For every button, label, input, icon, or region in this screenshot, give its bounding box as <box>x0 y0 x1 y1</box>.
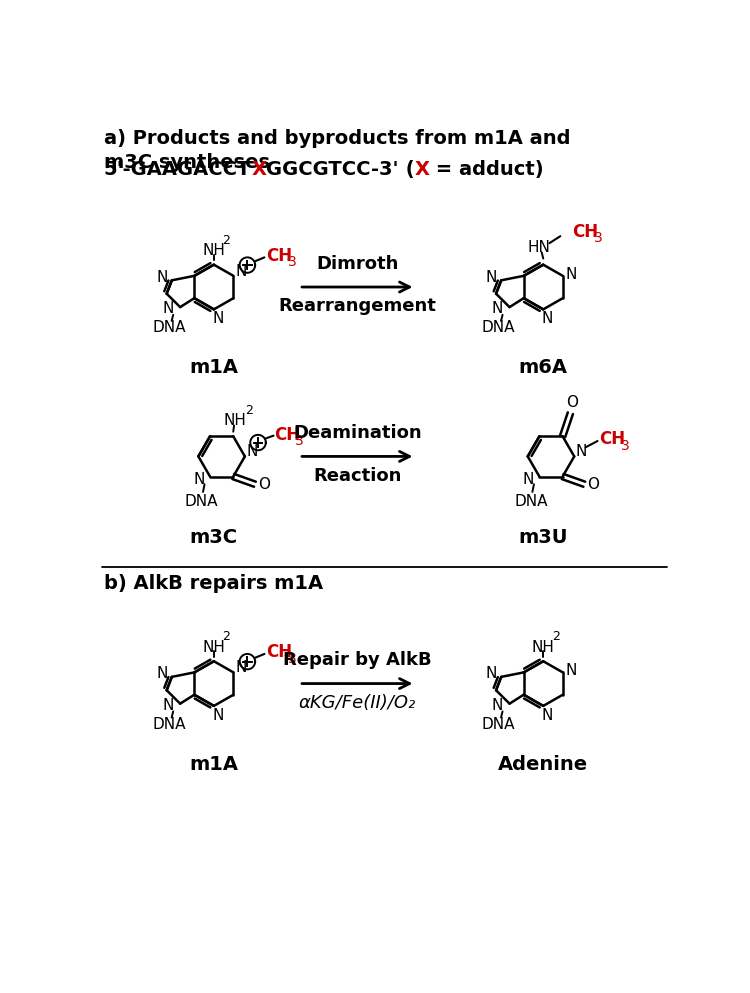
Text: CH: CH <box>266 247 292 265</box>
Text: NH: NH <box>224 413 246 428</box>
Text: O: O <box>258 477 270 492</box>
Text: N: N <box>163 698 174 713</box>
Text: DNA: DNA <box>514 495 548 509</box>
Text: N: N <box>485 666 496 681</box>
Text: a) Products and byproducts from m1A and
m3C syntheses: a) Products and byproducts from m1A and … <box>104 129 570 172</box>
Text: NH: NH <box>202 243 225 258</box>
Text: N: N <box>194 472 205 488</box>
Text: DNA: DNA <box>184 495 218 509</box>
Text: GGCGTCC-3': GGCGTCC-3' <box>266 161 399 180</box>
Text: NH: NH <box>532 639 555 654</box>
Text: CH: CH <box>274 426 301 444</box>
Text: DNA: DNA <box>152 717 186 732</box>
Text: CH: CH <box>266 643 292 661</box>
Text: 3: 3 <box>296 434 304 448</box>
Text: N: N <box>492 698 503 713</box>
Text: 2: 2 <box>222 233 230 246</box>
Text: O: O <box>588 477 600 492</box>
Text: 2: 2 <box>552 631 560 643</box>
Text: Repair by AlkB: Repair by AlkB <box>283 651 431 669</box>
Text: N: N <box>492 301 503 316</box>
Text: N: N <box>212 311 223 326</box>
Text: Reaction: Reaction <box>313 467 401 485</box>
Text: Adenine: Adenine <box>498 755 588 774</box>
Text: N: N <box>566 267 577 282</box>
Text: N: N <box>156 270 167 285</box>
Text: m1A: m1A <box>189 358 238 377</box>
Text: m1A: m1A <box>189 755 238 774</box>
Text: m3U: m3U <box>518 527 568 547</box>
Text: N: N <box>212 708 223 723</box>
Text: N: N <box>542 708 553 723</box>
Text: = adduct): = adduct) <box>429 161 544 180</box>
Text: 5'-GAAGACCT: 5'-GAAGACCT <box>104 161 251 180</box>
Text: 2: 2 <box>222 631 230 643</box>
Text: Deamination: Deamination <box>293 424 422 442</box>
Text: CH: CH <box>599 431 625 449</box>
Text: αKG/Fe(II)/O₂: αKG/Fe(II)/O₂ <box>298 694 416 712</box>
Text: N: N <box>542 311 553 326</box>
Text: m3C: m3C <box>190 527 238 547</box>
Text: 3: 3 <box>288 651 296 665</box>
Text: 3: 3 <box>621 439 629 453</box>
Text: m6A: m6A <box>519 358 568 377</box>
Text: N: N <box>236 660 248 675</box>
Text: N: N <box>485 270 496 285</box>
Text: N: N <box>236 264 248 279</box>
Text: b) AlkB repairs m1A: b) AlkB repairs m1A <box>104 574 323 593</box>
Text: HN: HN <box>528 240 550 255</box>
Text: N: N <box>523 472 534 488</box>
Text: Dimroth: Dimroth <box>316 255 398 273</box>
Text: CH: CH <box>572 222 598 240</box>
Text: N: N <box>566 663 577 678</box>
Text: N: N <box>576 444 587 460</box>
Text: N: N <box>247 444 258 460</box>
Text: O: O <box>566 395 578 410</box>
Text: X: X <box>414 161 429 180</box>
Text: 3: 3 <box>288 255 296 269</box>
Text: N: N <box>156 666 167 681</box>
Text: DNA: DNA <box>152 321 186 336</box>
Text: Rearrangement: Rearrangement <box>278 297 436 315</box>
Text: DNA: DNA <box>482 321 515 336</box>
Text: NH: NH <box>202 639 225 654</box>
Text: 3: 3 <box>594 230 602 244</box>
Text: N: N <box>163 301 174 316</box>
Text: (: ( <box>399 161 414 180</box>
Text: X: X <box>251 161 266 180</box>
Text: DNA: DNA <box>482 717 515 732</box>
Text: 2: 2 <box>244 403 253 417</box>
